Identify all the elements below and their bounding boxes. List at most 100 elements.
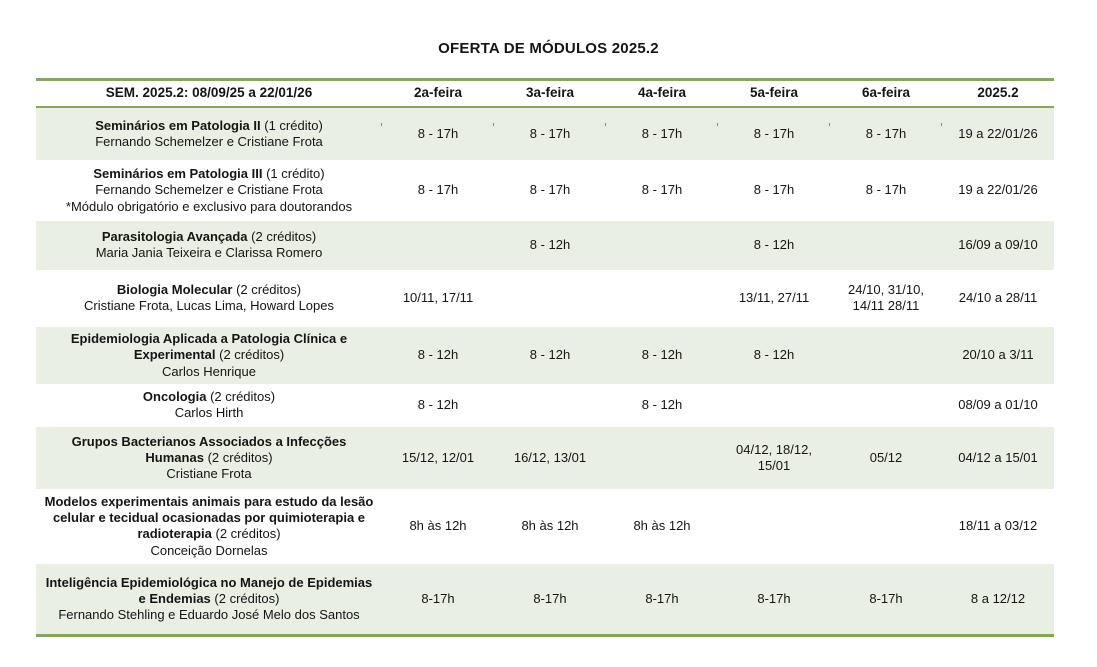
schedule-cell	[830, 352, 942, 358]
table-row: Inteligência Epidemiológica no Manejo de…	[36, 563, 1054, 637]
schedule-cell	[830, 242, 942, 248]
module-instructors: Cristiane Frota, Lucas Lima, Howard Lope…	[83, 298, 334, 314]
schedule-cell: 8 - 12h	[417, 347, 459, 363]
schedule-cell	[718, 523, 830, 529]
period-cell: 18/11 a 03/12	[958, 518, 1038, 534]
module-cell: Grupos Bacterianos Associados a Infecçõe…	[36, 430, 382, 487]
period-cell: 8 a 12/12	[970, 590, 1026, 606]
module-cell: Oncologia (2 créditos) Carlos Hirth	[36, 385, 382, 426]
table-header-row: SEM. 2025.2: 08/09/25 a 22/01/26 2a-feira…	[36, 78, 1054, 108]
table-row: Parasitologia Avançada (2 créditos) Maria…	[36, 220, 1054, 270]
module-cell: Biologia Molecular (2 créditos) Cristiane…	[36, 278, 382, 319]
module-instructors: Conceição Dornelas	[150, 542, 268, 558]
module-cell: Inteligência Epidemiológica no Manejo de…	[36, 571, 382, 628]
schedule-cell: 8-17h	[869, 590, 903, 606]
module-credits: (2 créditos)	[214, 590, 280, 606]
schedule-cell: 04/12, 18/12, 15/01	[736, 441, 812, 473]
header-day-column: 5a-feira	[749, 85, 799, 100]
schedule-cell: 8 - 17h	[605, 122, 718, 145]
schedule-cell: 10/11, 17/11	[402, 290, 474, 306]
module-cell: Epidemiologia Aplicada a Patologia Clíni…	[36, 327, 382, 384]
module-cell: Modelos experimentais animais para estud…	[36, 490, 382, 563]
schedule-cell: 8 - 17h	[529, 182, 571, 198]
header-semester-column: SEM. 2025.2: 08/09/25 a 22/01/26	[105, 85, 313, 100]
page-title: OFERTA DE MÓDULOS 2025.2	[438, 40, 659, 57]
module-title: Parasitologia Avançada (2 créditos)	[44, 229, 374, 245]
module-cell: Parasitologia Avançada (2 créditos) Maria…	[36, 225, 382, 266]
schedule-cell: 8 - 12h	[753, 347, 795, 363]
schedule-cell: 8 - 12h	[641, 347, 683, 363]
module-credits: (2 créditos)	[210, 389, 276, 405]
header-day-column: 6a-feira	[861, 85, 911, 100]
schedule-cell	[830, 402, 942, 408]
schedule-cell: 8 - 17h	[829, 122, 942, 145]
schedule-cell	[830, 523, 942, 529]
module-cell: Seminários em Patologia III (1 crédito) F…	[36, 162, 382, 219]
module-credits: (2 créditos)	[236, 282, 302, 298]
schedule-cell: 8 - 17h	[753, 182, 795, 198]
schedule-cell: 15/12, 12/01	[401, 449, 475, 465]
module-title: Grupos Bacterianos Associados a Infecçõe…	[44, 434, 374, 467]
table-row: Seminários em Patologia II (1 crédito) Fe…	[36, 107, 1054, 160]
module-title: Oncologia (2 créditos)	[44, 389, 374, 405]
header-day-column: 3a-feira	[525, 85, 575, 100]
schedule-cell: 8 - 17h	[417, 182, 459, 198]
module-credits: (2 créditos)	[251, 229, 317, 245]
module-instructors: Carlos Henrique	[162, 363, 256, 379]
table-row: Modelos experimentais animais para estud…	[36, 489, 1054, 564]
module-instructors: Fernando Stehling e Eduardo José Melo do…	[58, 607, 360, 622]
schedule-cell: 8-17h	[645, 590, 679, 606]
schedule-cell: 8 - 12h	[529, 237, 571, 253]
module-title: Seminários em Patologia III (1 crédito)	[44, 166, 374, 182]
module-name: Parasitologia Avançada	[101, 229, 248, 245]
schedule-cell: 8 - 12h	[753, 237, 795, 253]
table-row: Seminários em Patologia III (1 crédito) F…	[36, 160, 1054, 221]
schedule-table: SEM. 2025.2: 08/09/25 a 22/01/26 2a-feira…	[36, 78, 1054, 637]
module-name: Inteligência Epidemiológica no Manejo de…	[45, 574, 373, 606]
module-instructors: Cristiane Frota	[166, 466, 252, 481]
schedule-cell	[494, 402, 606, 408]
schedule-cell: 13/11, 27/11	[738, 290, 810, 306]
module-name: Grupos Bacterianos Associados a Infecçõe…	[71, 433, 347, 465]
module-title: Seminários em Patologia II (1 crédito)	[44, 118, 374, 134]
module-name: Biologia Molecular	[116, 282, 233, 298]
schedule-cell: 8 - 12h	[641, 397, 683, 413]
period-cell: 08/09 a 01/10	[958, 397, 1038, 413]
table-row: Grupos Bacterianos Associados a Infecçõe…	[36, 426, 1054, 489]
module-title: Modelos experimentais animais para estud…	[44, 494, 374, 543]
schedule-cell: 8h às 12h	[521, 518, 579, 534]
schedule-cell	[382, 242, 494, 248]
schedule-cell: 24/10, 31/10, 14/11 28/11	[848, 282, 924, 314]
schedule-cell: 8 - 17h	[493, 122, 606, 145]
schedule-cell: 8-17h	[533, 590, 567, 606]
module-title: Biologia Molecular (2 créditos)	[44, 282, 374, 298]
period-cell: 20/10 a 3/11	[962, 347, 1034, 363]
module-title: Inteligência Epidemiológica no Manejo de…	[44, 575, 374, 608]
schedule-cell: 8 - 12h	[529, 347, 571, 363]
schedule-cell	[494, 295, 606, 301]
table-row: Oncologia (2 créditos) Carlos Hirth 8 - 12…	[36, 384, 1054, 427]
module-note: *Módulo obrigatório e exclusivo para dou…	[65, 198, 353, 214]
table-body: Seminários em Patologia II (1 crédito) Fe…	[36, 107, 1054, 637]
period-cell: 04/12 a 15/01	[958, 449, 1038, 465]
table-row: Epidemiologia Aplicada a Patologia Clíni…	[36, 326, 1054, 384]
module-credits: (2 créditos)	[215, 526, 281, 542]
schedule-cell	[606, 295, 718, 301]
schedule-cell: 8-17h	[757, 590, 791, 606]
table-row: Biologia Molecular (2 créditos) Cristiane…	[36, 270, 1054, 327]
period-cell: 16/09 a 09/10	[958, 237, 1038, 253]
module-credits: (1 crédito)	[264, 117, 323, 133]
module-name: Seminários em Patologia II	[95, 117, 261, 133]
schedule-cell: 8 - 17h	[641, 182, 683, 198]
header-day-column: 2a-feira	[413, 85, 463, 100]
period-cell: 24/10 a 28/11	[958, 290, 1038, 306]
schedule-cell: 8 - 12h	[417, 397, 459, 413]
module-instructors: Carlos Hirth	[174, 405, 244, 421]
schedule-cell: 8h às 12h	[409, 518, 467, 534]
schedule-cell	[718, 402, 830, 408]
module-credits: (1 crédito)	[266, 166, 325, 181]
module-name: Modelos experimentais animais para estud…	[44, 493, 374, 542]
header-day-column: 4a-feira	[637, 85, 687, 100]
schedule-cell: 8 - 17h	[717, 122, 830, 145]
